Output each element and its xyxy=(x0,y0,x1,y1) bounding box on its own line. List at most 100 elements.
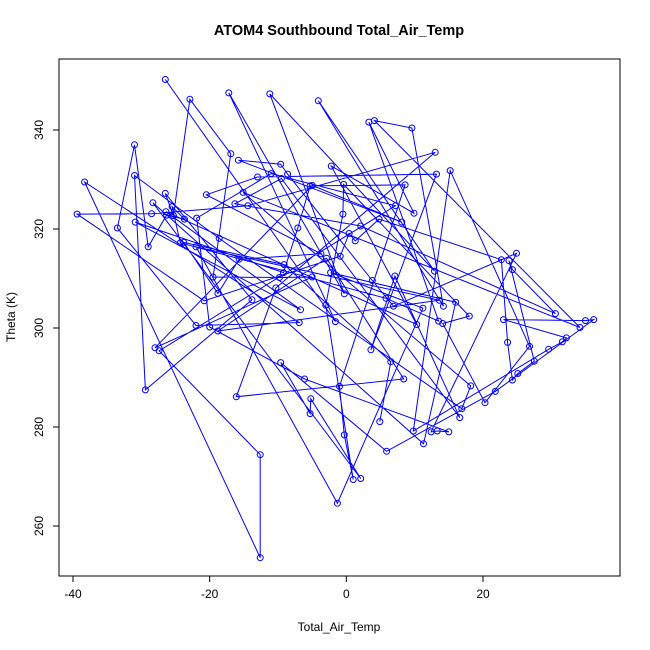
data-point xyxy=(169,212,177,220)
data-point xyxy=(491,387,499,395)
data-point xyxy=(445,428,453,436)
data-point xyxy=(200,297,208,305)
data-point xyxy=(161,189,169,197)
y-axis: 260 280 300 320 340 xyxy=(32,120,60,536)
x-axis: -40 -20 0 20 xyxy=(64,575,490,601)
data-point xyxy=(308,273,316,281)
data-point xyxy=(333,499,341,507)
data-point xyxy=(214,327,222,335)
data-point xyxy=(81,178,89,186)
data-point xyxy=(562,334,570,342)
x-tick-label: 20 xyxy=(476,587,490,601)
data-point xyxy=(168,203,176,211)
data-point xyxy=(277,160,285,168)
data-point xyxy=(131,218,139,226)
x-axis-label: Total_Air_Temp xyxy=(298,620,381,634)
data-point xyxy=(131,141,138,149)
data-point xyxy=(383,447,391,455)
data-point xyxy=(113,224,121,232)
data-point xyxy=(239,188,247,196)
data-point xyxy=(215,234,223,242)
data-point xyxy=(339,210,347,218)
data-point xyxy=(280,261,288,269)
data-point xyxy=(576,324,584,331)
data-point xyxy=(202,191,210,199)
data-point xyxy=(327,162,335,170)
data-point xyxy=(357,475,365,482)
series-layer xyxy=(73,76,598,562)
data-point xyxy=(209,273,217,281)
data-point xyxy=(295,319,303,327)
series-line xyxy=(75,79,596,558)
data-point xyxy=(163,211,171,219)
data-point xyxy=(227,150,235,158)
data-point xyxy=(256,554,264,562)
data-point xyxy=(162,208,170,216)
data-point xyxy=(368,277,376,284)
x-tick-label: 0 xyxy=(343,587,350,601)
data-point xyxy=(382,294,390,302)
data-point xyxy=(336,382,343,390)
data-point xyxy=(410,209,418,217)
data-point xyxy=(280,269,287,277)
data-point xyxy=(401,181,409,189)
data-point xyxy=(508,376,516,384)
data-point xyxy=(349,476,357,483)
data-point xyxy=(413,321,421,328)
x-tick-label: -40 xyxy=(64,587,82,601)
data-point xyxy=(141,386,149,394)
data-point xyxy=(504,338,512,346)
data-point xyxy=(526,342,533,350)
data-point xyxy=(256,451,264,459)
data-point xyxy=(458,405,466,413)
data-point xyxy=(232,393,240,401)
data-point xyxy=(481,399,489,407)
y-axis-label: Theta (K) xyxy=(4,292,18,342)
y-tick-label: 340 xyxy=(32,120,46,140)
data-point xyxy=(452,298,460,306)
data-point xyxy=(267,170,275,178)
data-point xyxy=(206,323,214,331)
data-point xyxy=(155,347,163,355)
data-point xyxy=(180,215,188,223)
data-point xyxy=(398,218,406,226)
y-tick-label: 300 xyxy=(32,318,46,338)
data-point xyxy=(176,239,184,247)
data-point xyxy=(317,250,325,258)
data-point xyxy=(367,346,375,354)
data-point xyxy=(446,167,454,175)
data-point xyxy=(365,118,373,126)
y-tick-label: 280 xyxy=(32,417,46,437)
data-point xyxy=(235,255,243,263)
data-point xyxy=(336,252,344,260)
data-point xyxy=(214,289,222,297)
data-point xyxy=(244,202,252,210)
data-point xyxy=(376,418,384,426)
data-point xyxy=(144,243,152,251)
data-point xyxy=(505,257,513,265)
data-point xyxy=(254,173,261,181)
data-point xyxy=(390,302,397,310)
data-point xyxy=(307,395,315,403)
data-point xyxy=(408,124,416,132)
data-point xyxy=(231,200,239,208)
data-point xyxy=(431,267,438,275)
data-point xyxy=(314,97,322,105)
data-point xyxy=(275,274,283,281)
data-point xyxy=(277,359,285,367)
data-point xyxy=(351,237,359,245)
x-tick-label: -20 xyxy=(201,587,219,601)
data-point xyxy=(500,316,507,324)
data-point xyxy=(545,345,553,353)
data-point xyxy=(193,214,201,222)
data-point xyxy=(294,224,302,232)
data-point xyxy=(530,357,538,365)
data-point xyxy=(439,302,447,310)
data-point xyxy=(301,375,309,383)
data-point xyxy=(340,290,348,298)
data-point xyxy=(284,170,292,178)
data-point xyxy=(340,180,348,188)
data-point xyxy=(186,95,194,103)
data-point xyxy=(467,382,475,390)
